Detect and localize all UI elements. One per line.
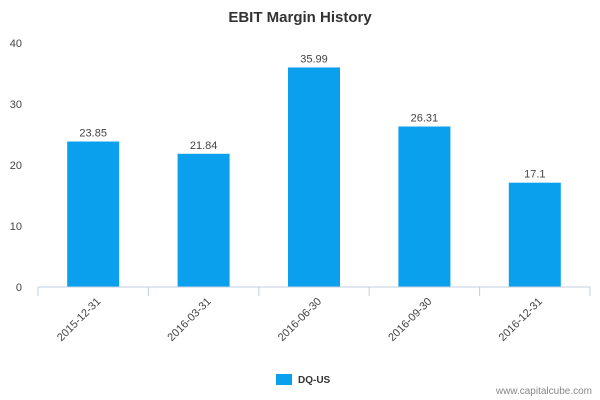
bars — [67, 67, 561, 287]
x-tick-label: 2016-06-30 — [276, 296, 324, 344]
bar[interactable] — [177, 153, 230, 287]
x-axis: 2015-12-31 2016-03-31 2016-06-30 2016-09-30… — [37, 287, 591, 344]
x-tick-label: 2016-03-31 — [165, 296, 213, 344]
y-tick-label: 10 — [10, 221, 22, 233]
x-tick-label: 2015-12-31 — [55, 296, 103, 344]
bar[interactable] — [67, 141, 120, 287]
y-tick-label: 20 — [10, 160, 22, 172]
data-label: 21.84 — [190, 140, 218, 152]
data-label: 26.31 — [411, 113, 439, 125]
y-tick-label: 0 — [16, 282, 22, 294]
credit-text: www.capitalcube.com — [495, 386, 592, 397]
y-axis: 0 10 20 30 40 — [10, 38, 22, 294]
bar[interactable] — [288, 67, 340, 287]
chart-title: EBIT Margin History — [228, 9, 372, 26]
data-label: 17.1 — [524, 169, 545, 181]
legend-swatch[interactable] — [276, 374, 292, 385]
y-tick-label: 40 — [10, 38, 22, 50]
legend-label[interactable]: DQ-US — [298, 375, 331, 386]
legend[interactable]: DQ-US — [276, 374, 331, 386]
x-tick-label: 2016-09-30 — [386, 296, 434, 344]
y-tick-label: 30 — [10, 99, 22, 111]
data-label: 23.85 — [79, 128, 107, 140]
bar[interactable] — [398, 126, 451, 287]
bar[interactable] — [508, 182, 561, 287]
data-labels: 23.85 21.84 35.99 26.31 17.1 — [79, 53, 545, 180]
data-label: 35.99 — [300, 53, 328, 65]
x-tick-label: 2016-12-31 — [497, 296, 545, 344]
